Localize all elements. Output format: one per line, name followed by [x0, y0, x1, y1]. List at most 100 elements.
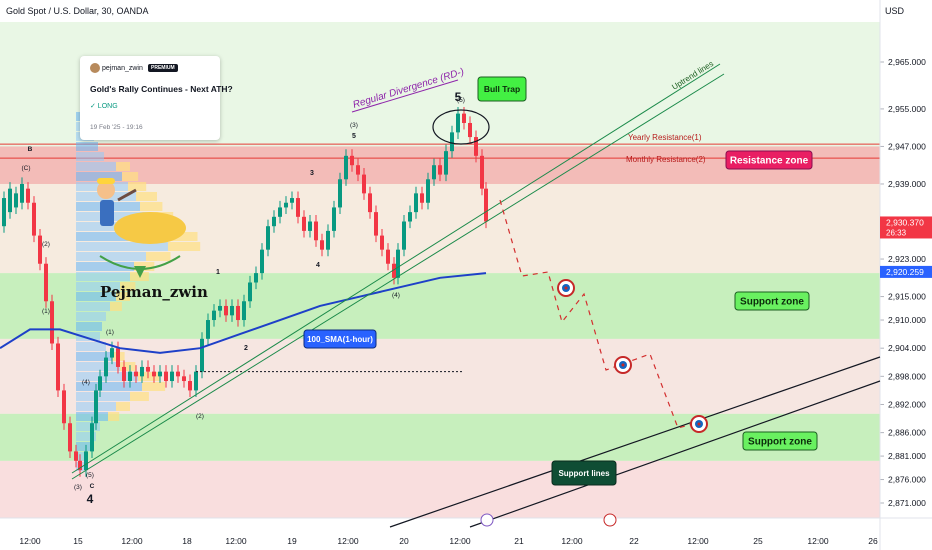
candle-body [98, 376, 102, 391]
candle-body [432, 165, 436, 180]
candle-body [396, 249, 400, 278]
volume-profile-bar [142, 382, 166, 391]
candle-body [320, 240, 324, 250]
sma-price-text: 2,920.259 [886, 267, 924, 277]
candle-body [140, 366, 144, 377]
wave-label: (3) [350, 122, 358, 129]
candle-body [248, 282, 252, 302]
candle-body [230, 305, 234, 316]
idea-headline: Gold's Rally Continues - Next ATH? [90, 84, 233, 94]
time-tick-label: 12:00 [807, 536, 829, 546]
volume-profile-bar [76, 362, 120, 371]
candle-body [278, 207, 282, 217]
candle-body [90, 423, 94, 452]
candle-body [272, 216, 276, 227]
candle-body [104, 357, 108, 377]
candle-body [402, 221, 406, 250]
wave-label: (1) [106, 329, 114, 336]
volume-profile-bar [166, 232, 198, 241]
current-price-tag [880, 216, 932, 239]
volume-profile-bar [76, 282, 120, 291]
time-tick-label: 12:00 [337, 536, 359, 546]
volume-profile-bar [128, 182, 147, 191]
candle-body [164, 371, 168, 382]
volume-profile-bar [76, 152, 104, 161]
candle-body [426, 179, 430, 203]
candle-body [468, 122, 472, 138]
volume-profile-bar [76, 302, 110, 311]
candle-body [26, 188, 30, 203]
volume-profile-bar [168, 242, 201, 251]
projection-path [499, 199, 701, 429]
candle-body [484, 188, 488, 222]
candle-body [146, 366, 150, 372]
candle-body [338, 179, 342, 208]
volume-profile-bar [110, 302, 122, 311]
volume-profile-bar [76, 142, 98, 151]
volume-profile-bar [120, 282, 136, 291]
candle-body [56, 343, 60, 391]
wave-label: 4 [87, 492, 94, 506]
candle-body [414, 193, 418, 213]
currency-label[interactable]: USD [885, 6, 905, 16]
current-price-text: 2,930.370 [886, 217, 924, 227]
candle-body [218, 305, 222, 311]
candle-body [134, 371, 138, 377]
sma-line [0, 272, 487, 354]
gold-pile [114, 212, 186, 244]
volume-profile-bar [76, 382, 142, 391]
idea-card[interactable]: pejman_zwin PREMIUM Gold's Rally Continu… [80, 56, 233, 140]
candle-body [474, 137, 478, 156]
candle-body [308, 221, 312, 231]
monthly-resistance-label: Monthly Resistance(2) [626, 155, 706, 164]
wave-label: 5 [352, 133, 356, 140]
wave-label: (1) [42, 308, 50, 315]
candle-body [182, 376, 186, 382]
volume-profile-bar [76, 252, 146, 261]
wave-label: (C) [21, 165, 30, 172]
time-tick-label: 22 [629, 536, 639, 546]
candle-body [50, 301, 54, 344]
price-tick-label: 2,915.000 [888, 292, 926, 302]
candle-body [254, 273, 258, 283]
price-tick-label: 2,881.000 [888, 451, 926, 461]
volume-profile-bar [138, 372, 160, 381]
candle-body [380, 235, 384, 250]
resistance-zone-label-box [725, 150, 813, 170]
candle-body [314, 221, 318, 241]
bull-trap-ellipse [432, 109, 490, 145]
volume-profile-bar [76, 322, 102, 331]
volume-profile-bar [116, 162, 130, 171]
volume-profile-bar [76, 452, 86, 461]
volume-profile-bar [108, 412, 120, 421]
volume-profile-bar [76, 392, 130, 401]
mascot-head [97, 181, 115, 199]
mascot-pickaxe [117, 188, 137, 202]
candle-body [68, 423, 72, 452]
candle-body [14, 193, 18, 208]
support-lines-label: Support lines [558, 469, 610, 478]
candle-body [266, 226, 270, 250]
time-tick-label: 26 [868, 536, 878, 546]
divergence-line [351, 79, 459, 113]
candle-body [374, 212, 378, 236]
candle-body [8, 188, 12, 213]
premium-badge: PREMIUM [148, 64, 178, 72]
candle-body [290, 198, 294, 203]
bull-trap-label: Bull Trap [484, 84, 520, 94]
candle-body [368, 193, 372, 213]
wave-label: 5 [455, 90, 462, 104]
candle-body [74, 451, 78, 461]
volume-profile-bar [136, 192, 157, 201]
candle-body [444, 151, 448, 175]
author-avatar [90, 63, 100, 73]
price-tick-label: 2,876.000 [888, 475, 926, 485]
wave-label: B [28, 146, 33, 153]
volume-profile-bar [76, 172, 122, 181]
zone-2 [0, 413, 880, 461]
volume-profile-bar [76, 262, 134, 271]
wave-label: (3) [74, 484, 82, 491]
candle-body [224, 305, 228, 316]
